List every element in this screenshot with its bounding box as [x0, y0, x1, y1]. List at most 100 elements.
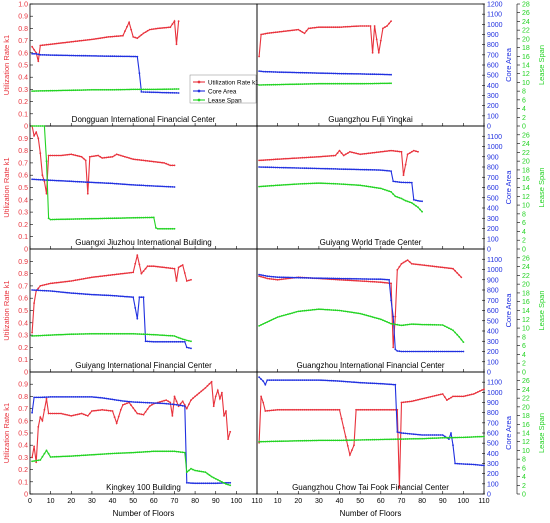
series-point — [43, 180, 46, 183]
series-point — [134, 409, 137, 412]
series-point — [74, 180, 77, 183]
series-point — [146, 401, 149, 404]
series-point — [309, 72, 312, 74]
series-line — [31, 255, 192, 333]
series-point — [384, 188, 386, 191]
series-point — [49, 396, 52, 398]
series-point — [324, 408, 326, 411]
series-point — [165, 88, 168, 91]
series-point — [113, 35, 116, 38]
series-point — [136, 333, 139, 335]
series-point — [115, 217, 118, 220]
x-tick-label: 100 — [458, 498, 470, 505]
series-point — [278, 166, 281, 169]
series-point — [342, 427, 345, 429]
series-point — [142, 413, 145, 416]
series-point — [53, 42, 56, 45]
core-y-tick-label: 900 — [487, 32, 499, 39]
series-point — [64, 54, 66, 57]
series-point — [117, 55, 120, 58]
series-point — [437, 434, 440, 436]
series-point — [163, 402, 166, 405]
series-point — [148, 216, 151, 219]
series-point — [355, 279, 357, 282]
series-point — [270, 184, 273, 187]
series-point — [388, 383, 390, 386]
series-point — [443, 435, 446, 438]
series-point — [476, 391, 479, 393]
series-point — [115, 295, 118, 297]
series-point — [60, 291, 62, 293]
series-point — [270, 31, 273, 34]
series-point — [404, 199, 407, 202]
series-point — [134, 401, 137, 403]
series-point — [167, 334, 170, 337]
series-point — [351, 151, 353, 154]
series-point — [144, 91, 147, 93]
series-point — [349, 82, 351, 85]
series-point — [31, 178, 33, 181]
series-point — [344, 168, 347, 171]
series-point — [408, 152, 411, 155]
series-point — [423, 323, 426, 326]
series-point — [382, 438, 384, 441]
series-point — [111, 88, 114, 91]
series-point — [371, 408, 374, 411]
series-point — [167, 91, 170, 94]
left-y-tick-label: 0.6 — [18, 50, 28, 57]
series-point — [130, 183, 133, 186]
series-point — [334, 72, 337, 75]
series-point — [410, 400, 413, 403]
series-point — [412, 149, 415, 152]
series-point — [289, 71, 291, 74]
series-point — [148, 184, 151, 187]
series-point — [105, 182, 108, 185]
series-point — [392, 323, 395, 325]
series-point — [47, 54, 50, 56]
series-point — [342, 154, 345, 157]
series-point — [336, 439, 339, 442]
series-point — [375, 317, 378, 319]
series-point — [262, 33, 265, 35]
series-point — [80, 333, 83, 335]
series-point — [91, 88, 93, 91]
series-point — [377, 281, 380, 283]
series-point — [82, 454, 85, 457]
series-point — [412, 437, 415, 440]
series-point — [349, 381, 351, 383]
series-point — [173, 335, 176, 337]
series-point — [406, 259, 409, 261]
series-point — [361, 82, 364, 85]
x-tick-label: 90 — [212, 498, 220, 505]
left-y-tick-label: 0.4 — [18, 75, 28, 82]
series-point — [146, 160, 149, 162]
series-point — [282, 408, 285, 411]
series-point — [260, 70, 262, 73]
series-point — [326, 308, 329, 311]
series-point — [359, 153, 362, 156]
lease-y-tick-label: 6 — [522, 465, 526, 472]
series-point — [351, 311, 353, 314]
series-point — [318, 439, 320, 442]
series-point — [78, 333, 81, 335]
series-point — [272, 440, 275, 443]
series-point — [313, 26, 316, 29]
series-point — [274, 71, 277, 73]
series-point — [483, 388, 485, 390]
series-point — [53, 412, 56, 415]
series-point — [266, 440, 269, 443]
series-point — [119, 183, 122, 185]
series-point — [72, 153, 75, 156]
series-point — [280, 30, 283, 33]
series-point — [53, 282, 56, 284]
series-point — [66, 333, 68, 336]
series-point — [122, 183, 124, 186]
series-point — [132, 36, 135, 38]
series-point — [433, 395, 436, 397]
series-point — [287, 29, 289, 32]
series-point — [361, 439, 364, 441]
series-point — [70, 333, 73, 336]
left-y-tick-label: 0.6 — [18, 418, 28, 425]
series-point — [171, 88, 174, 90]
series-point — [111, 410, 114, 412]
